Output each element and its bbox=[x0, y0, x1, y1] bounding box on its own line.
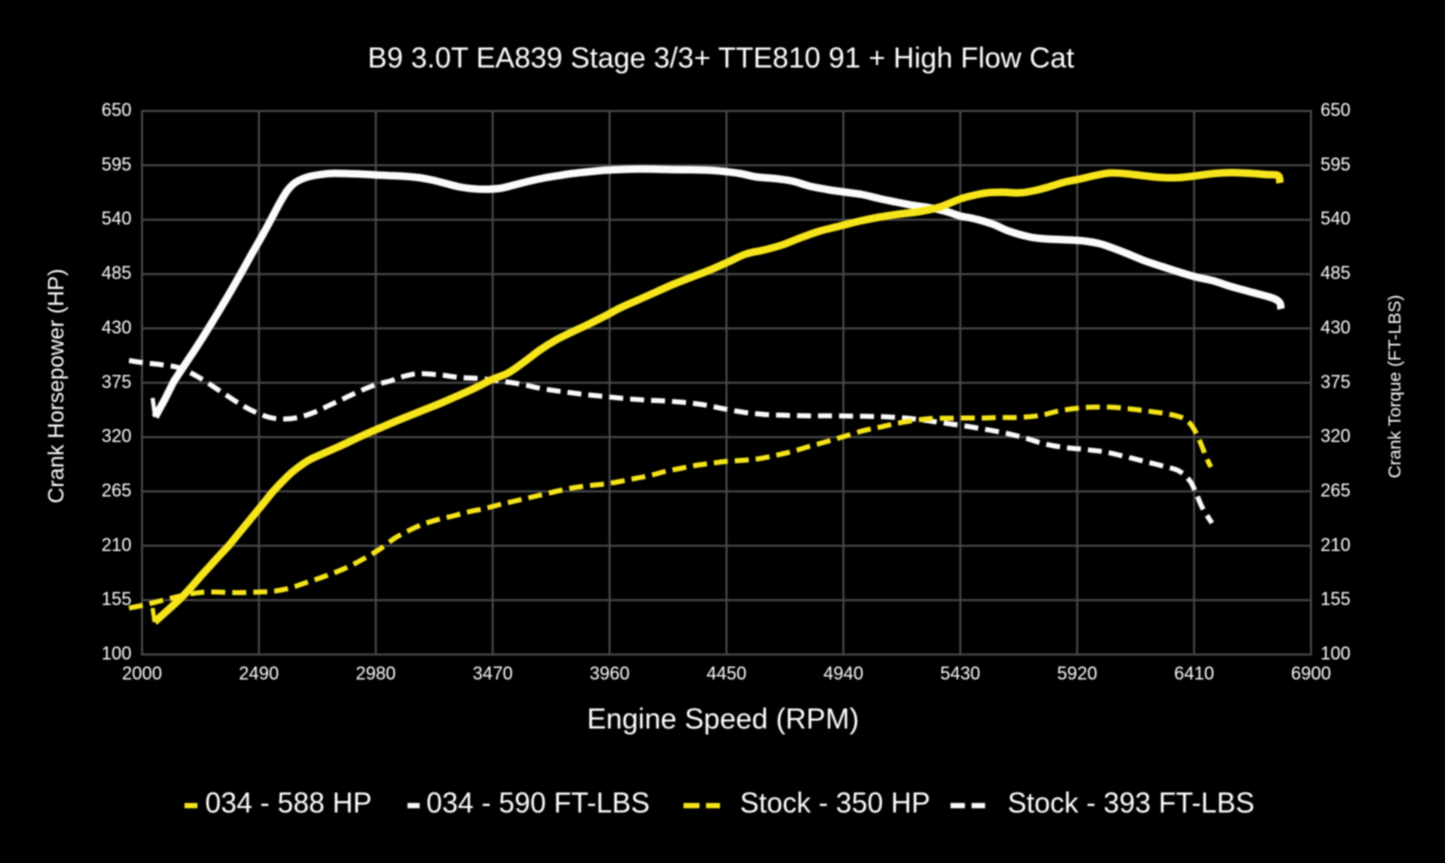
svg-text:5430: 5430 bbox=[940, 664, 980, 684]
svg-text:034 - 590 FT-LBS: 034 - 590 FT-LBS bbox=[426, 787, 649, 819]
svg-text:265: 265 bbox=[1321, 480, 1351, 500]
svg-text:485: 485 bbox=[1321, 263, 1351, 283]
svg-text:Engine Speed (RPM): Engine Speed (RPM) bbox=[587, 704, 859, 736]
svg-text:595: 595 bbox=[101, 154, 131, 174]
svg-text:5920: 5920 bbox=[1057, 664, 1097, 684]
svg-text:Stock - 393 FT-LBS: Stock - 393 FT-LBS bbox=[1008, 787, 1255, 819]
svg-text:2000: 2000 bbox=[122, 664, 162, 684]
svg-text:3960: 3960 bbox=[590, 664, 630, 684]
svg-text:2490: 2490 bbox=[239, 664, 279, 684]
svg-text:485: 485 bbox=[101, 263, 131, 283]
svg-text:375: 375 bbox=[101, 372, 131, 392]
svg-text:4940: 4940 bbox=[823, 664, 863, 684]
svg-text:100: 100 bbox=[101, 644, 131, 664]
svg-text:155: 155 bbox=[1321, 589, 1351, 609]
svg-text:265: 265 bbox=[101, 480, 131, 500]
svg-text:210: 210 bbox=[101, 535, 131, 555]
svg-text:Stock - 350 HP: Stock - 350 HP bbox=[740, 787, 930, 819]
svg-text:2980: 2980 bbox=[356, 664, 396, 684]
svg-text:430: 430 bbox=[101, 317, 131, 337]
svg-text:Crank Torque (FT-LBS): Crank Torque (FT-LBS) bbox=[1385, 295, 1405, 478]
svg-text:155: 155 bbox=[101, 589, 131, 609]
svg-text:3470: 3470 bbox=[473, 664, 513, 684]
svg-text:034 - 588 HP: 034 - 588 HP bbox=[205, 787, 372, 819]
svg-text:6410: 6410 bbox=[1174, 664, 1214, 684]
svg-text:650: 650 bbox=[1321, 100, 1351, 120]
svg-text:540: 540 bbox=[101, 209, 131, 229]
svg-text:100: 100 bbox=[1321, 644, 1351, 664]
svg-text:320: 320 bbox=[101, 426, 131, 446]
svg-text:375: 375 bbox=[1321, 372, 1351, 392]
svg-text:540: 540 bbox=[1321, 209, 1351, 229]
svg-text:210: 210 bbox=[1321, 535, 1351, 555]
svg-text:4450: 4450 bbox=[706, 664, 746, 684]
svg-text:430: 430 bbox=[1321, 317, 1351, 337]
svg-text:595: 595 bbox=[1321, 154, 1351, 174]
svg-text:650: 650 bbox=[101, 100, 131, 120]
svg-text:320: 320 bbox=[1321, 426, 1351, 446]
svg-text:B9 3.0T EA839 Stage 3/3+ TTE81: B9 3.0T EA839 Stage 3/3+ TTE810 91 + Hig… bbox=[368, 43, 1075, 75]
svg-text:6900: 6900 bbox=[1291, 664, 1331, 684]
svg-text:Crank Horsepower (HP): Crank Horsepower (HP) bbox=[44, 269, 69, 504]
